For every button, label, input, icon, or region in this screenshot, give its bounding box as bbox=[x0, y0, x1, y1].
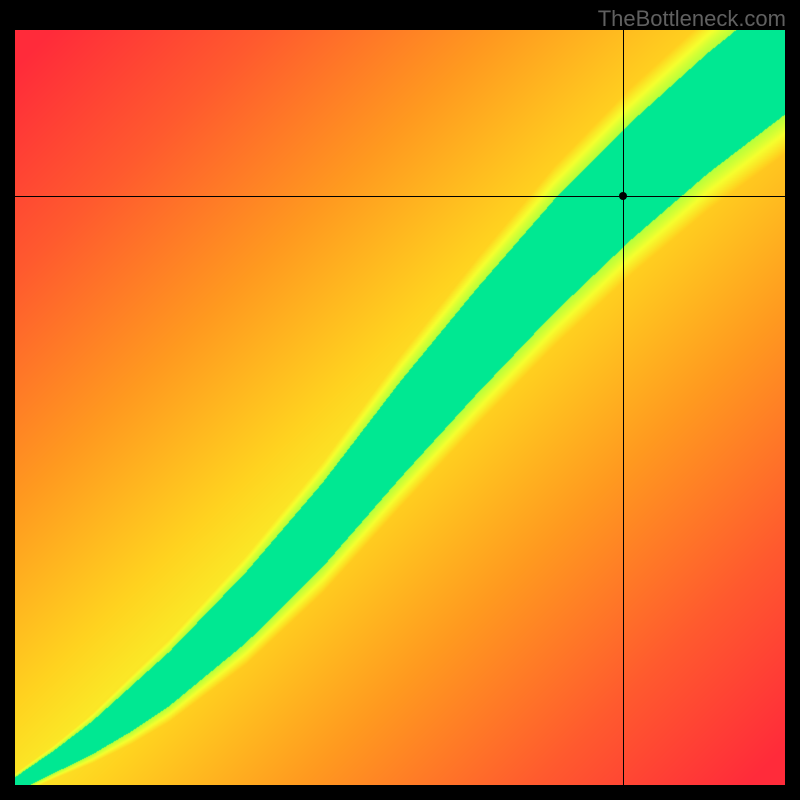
crosshair-dot bbox=[619, 192, 627, 200]
watermark-text: TheBottleneck.com bbox=[598, 6, 786, 32]
chart-container: TheBottleneck.com bbox=[0, 0, 800, 800]
plot-area bbox=[15, 30, 785, 785]
crosshair-vertical bbox=[623, 30, 624, 785]
heatmap-canvas bbox=[15, 30, 785, 785]
crosshair-horizontal bbox=[15, 196, 785, 197]
